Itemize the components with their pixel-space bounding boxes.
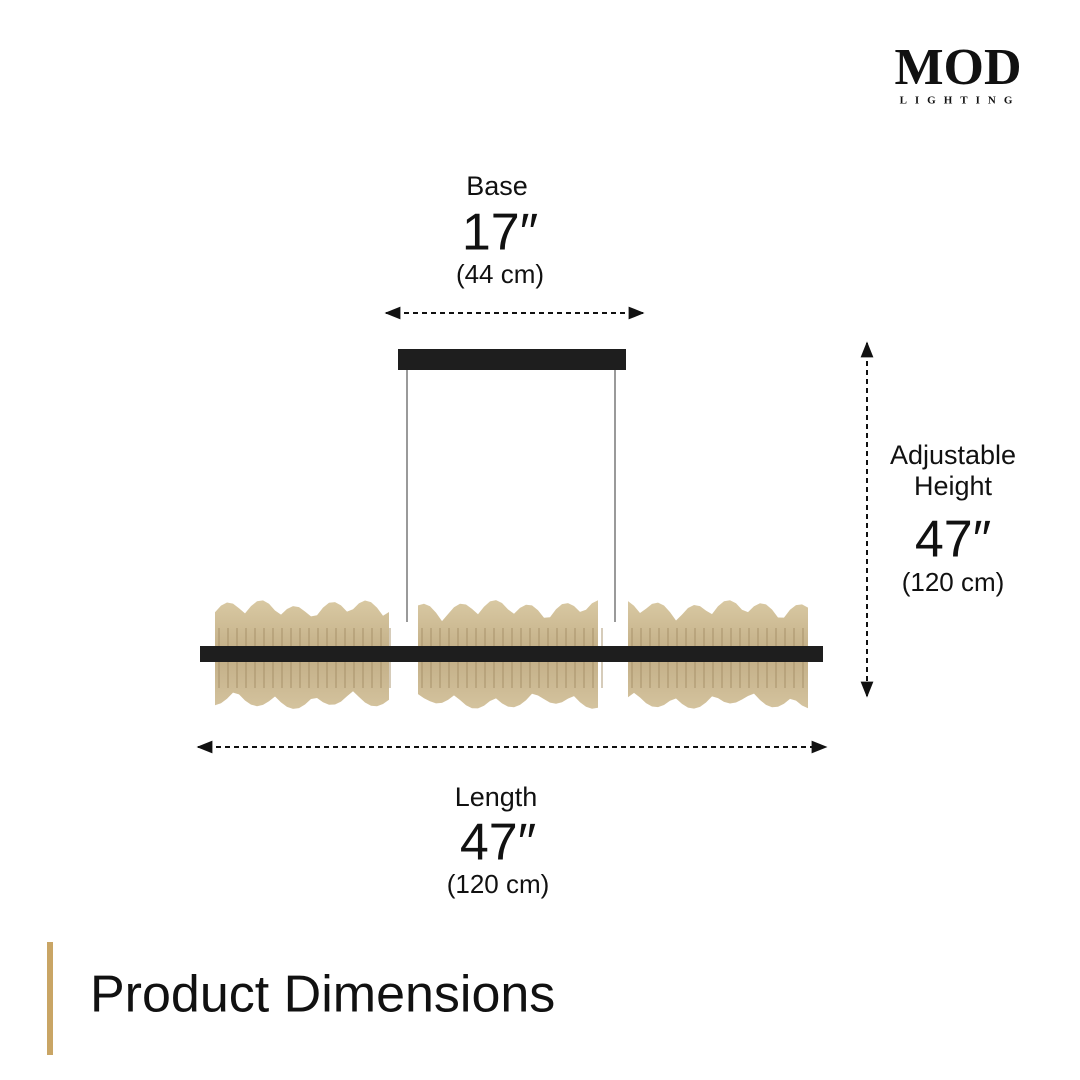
length-cm: (120 cm) [447, 869, 550, 899]
length-inches: 47″ [460, 814, 536, 872]
brand-name: MOD [894, 39, 1021, 96]
length-label: Length [455, 782, 538, 812]
height-label: Adjustable [890, 440, 1016, 470]
crossbar [200, 646, 823, 662]
chandelier [200, 349, 823, 709]
footer-title: Product Dimensions [90, 966, 555, 1024]
canopy [398, 349, 626, 370]
base-label: Base [466, 171, 528, 201]
height-label: Height [914, 471, 993, 501]
accent-bar [47, 942, 53, 1055]
base-inches: 17″ [462, 204, 538, 262]
height-cm: (120 cm) [902, 567, 1005, 597]
height-inches: 47″ [915, 511, 991, 569]
brand-tagline: LIGHTING [900, 95, 1021, 107]
base-cm: (44 cm) [456, 259, 544, 289]
